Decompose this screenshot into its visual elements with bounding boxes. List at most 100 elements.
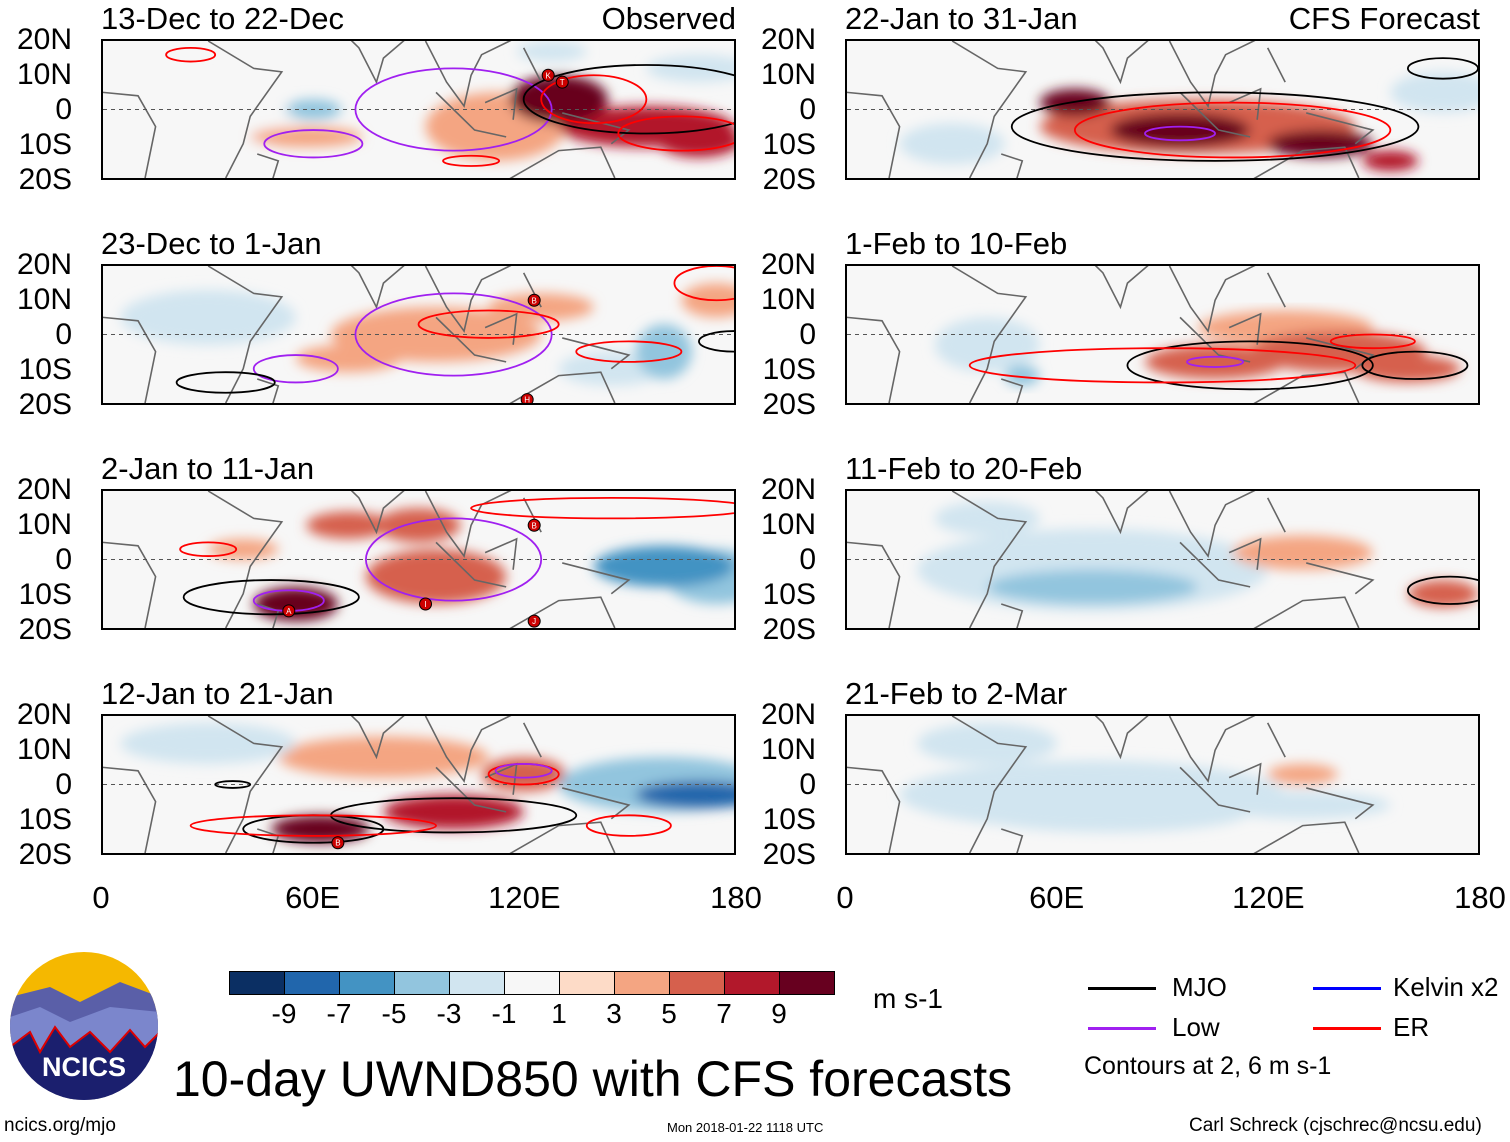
lat-tick-label: 0	[799, 318, 816, 351]
mjo-contour	[214, 780, 252, 789]
lat-tick-label: 10N	[760, 58, 816, 91]
er-contour	[617, 115, 734, 152]
map-panel	[845, 489, 1480, 630]
cyclone-icon	[527, 518, 541, 532]
low-contour	[252, 354, 339, 384]
cyclone-label: B	[532, 296, 537, 305]
tropical-cyclone-marker: K	[541, 68, 555, 82]
legend-swatch	[1313, 1027, 1381, 1030]
lat-tick-label: 0	[799, 543, 816, 576]
lat-tick-label: 20S	[762, 613, 816, 646]
er-contour	[442, 154, 501, 167]
lat-tick-label: 10N	[760, 733, 816, 766]
lat-tick-label: 10N	[16, 58, 72, 91]
lat-tick-label: 20N	[760, 698, 816, 731]
cyclone-icon	[541, 68, 555, 82]
mjo-contour	[1361, 350, 1469, 380]
low-contour	[1144, 125, 1216, 142]
mjo-contour	[1407, 575, 1478, 605]
easterly-anomaly	[899, 760, 1286, 830]
low-contour	[365, 517, 543, 602]
colorbar-swatch	[725, 972, 780, 994]
lat-tick-label: 10S	[762, 803, 816, 836]
tropical-cyclone-marker: B	[331, 836, 345, 850]
westerly-anomaly	[1109, 112, 1251, 148]
footer-author: Carl Schreck (cjschrec@ncsu.edu)	[1189, 1115, 1482, 1136]
panel-title: 12-Jan to 21-Jan	[101, 676, 334, 711]
colorbar-swatch	[450, 972, 505, 994]
colorbar-swatch	[670, 972, 725, 994]
lat-tick-label: 20N	[760, 473, 816, 506]
panel-source-tag: CFS Forecast	[1288, 1, 1480, 36]
lat-tick-label: 10N	[16, 283, 72, 316]
westerly-anomaly	[1232, 535, 1373, 570]
cyclone-icon	[527, 293, 541, 307]
lat-tick-label: 20S	[18, 388, 72, 421]
mjo-contour	[1406, 57, 1478, 80]
er-contour	[1073, 101, 1392, 159]
legend-swatch	[1088, 987, 1156, 990]
easterly-anomaly	[635, 781, 734, 809]
legend-label: MJO	[1172, 972, 1227, 1002]
lon-tick-label: 60E	[285, 880, 341, 915]
cyclone-icon	[282, 604, 296, 618]
panel-title: 11-Feb to 20-Feb	[845, 451, 1083, 486]
colorbar-swatch	[780, 972, 834, 994]
easterly-anomaly	[934, 501, 1040, 536]
easterly-anomaly	[1390, 71, 1478, 113]
panel-source-tag: Observed	[601, 1, 736, 36]
colorbar-label: 9	[771, 998, 787, 1029]
colorbar-label: 7	[716, 998, 732, 1029]
cyclone-label: A	[286, 607, 292, 616]
tropical-cyclone-marker: B	[527, 518, 541, 532]
lat-tick-label: 20S	[18, 613, 72, 646]
coastlines	[847, 266, 1375, 403]
colorbar-label: -5	[381, 998, 407, 1029]
easterly-anomaly	[516, 41, 587, 62]
lat-tick-label: 10N	[16, 508, 72, 541]
logo-text: NCICS	[42, 1052, 126, 1082]
lat-tick-label: 10N	[16, 733, 72, 766]
lat-tick-label: 20S	[18, 163, 72, 196]
low-contour	[354, 292, 553, 377]
er-contour	[417, 309, 560, 339]
lat-tick-label: 10S	[18, 803, 72, 836]
westerly-anomaly	[509, 75, 608, 124]
mjo-contour	[522, 64, 734, 135]
lon-tick-label: 180	[1454, 880, 1506, 915]
westerly-anomaly	[1362, 150, 1419, 172]
colorbar-swatch	[505, 972, 560, 994]
lat-tick-label: 20N	[760, 23, 816, 56]
colorbar	[229, 971, 835, 995]
lat-tick-label: 0	[55, 318, 72, 351]
map-panel: A I B J	[101, 489, 736, 630]
lat-tick-label: 10N	[760, 283, 816, 316]
lat-tick-label: 20S	[762, 388, 816, 421]
footer-url: ncics.org/mjo	[4, 1115, 116, 1136]
lat-tick-label: 20N	[16, 23, 72, 56]
panel-title: 23-Dec to 1-Jan	[101, 226, 322, 261]
legend-note: Contours at 2, 6 m s-1	[1084, 1052, 1332, 1080]
er-contour	[1329, 333, 1416, 350]
colorbar-swatch	[340, 972, 395, 994]
easterly-anomaly	[593, 545, 734, 587]
colorbar-label: -3	[436, 998, 462, 1029]
coastlines	[847, 41, 1375, 178]
lat-tick-label: 10S	[18, 578, 72, 611]
panel-title: 21-Feb to 2-Mar	[845, 676, 1068, 711]
er-contour	[189, 814, 437, 837]
cyclone-icon	[555, 75, 569, 89]
mjo-contour	[175, 371, 276, 394]
cyclone-icon	[419, 597, 433, 611]
easterly-anomaly	[120, 289, 296, 345]
panel-title: 2-Jan to 11-Jan	[101, 451, 315, 486]
easterly-anomaly	[635, 324, 692, 380]
coastlines	[103, 266, 631, 403]
panel-title: 13-Dec to 22-Dec	[101, 1, 344, 36]
lat-tick-label: 0	[799, 93, 816, 126]
ncics-logo: NCICS	[10, 952, 158, 1100]
mjo-contour	[1126, 340, 1374, 391]
map-panel: B	[101, 714, 736, 855]
cyclone-label: K	[546, 71, 552, 80]
